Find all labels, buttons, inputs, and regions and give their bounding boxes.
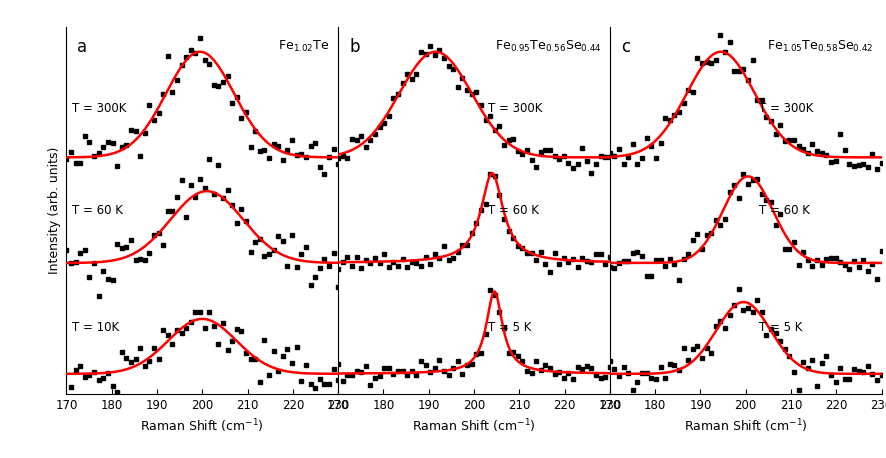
Text: c: c bbox=[621, 38, 630, 56]
Text: a: a bbox=[77, 38, 88, 56]
Text: Fe$_{1.05}$Te$_{0.58}$Se$_{0.42}$: Fe$_{1.05}$Te$_{0.58}$Se$_{0.42}$ bbox=[767, 38, 874, 54]
X-axis label: Raman Shift (cm$^{-1}$): Raman Shift (cm$^{-1}$) bbox=[140, 417, 264, 435]
Text: T = 10K: T = 10K bbox=[72, 322, 119, 334]
Y-axis label: Intensity (arb. units): Intensity (arb. units) bbox=[48, 147, 61, 274]
Text: T = 60 K: T = 60 K bbox=[487, 204, 539, 217]
Text: T = 60 K: T = 60 K bbox=[72, 204, 123, 217]
Text: Fe$_{0.95}$Te$_{0.56}$Se$_{0.44}$: Fe$_{0.95}$Te$_{0.56}$Se$_{0.44}$ bbox=[495, 38, 602, 54]
Text: b: b bbox=[349, 38, 360, 56]
Text: T = 300K: T = 300K bbox=[487, 102, 542, 114]
Text: Fe$_{1.02}$Te: Fe$_{1.02}$Te bbox=[278, 38, 330, 54]
Text: T = 5 K: T = 5 K bbox=[487, 322, 531, 334]
Text: T = 300K: T = 300K bbox=[759, 102, 813, 114]
Text: T = 5 K: T = 5 K bbox=[759, 322, 803, 334]
Text: T = 300K: T = 300K bbox=[72, 102, 127, 114]
X-axis label: Raman Shift (cm$^{-1}$): Raman Shift (cm$^{-1}$) bbox=[412, 417, 536, 435]
X-axis label: Raman Shift (cm$^{-1}$): Raman Shift (cm$^{-1}$) bbox=[684, 417, 808, 435]
Text: T = 60 K: T = 60 K bbox=[759, 204, 810, 217]
